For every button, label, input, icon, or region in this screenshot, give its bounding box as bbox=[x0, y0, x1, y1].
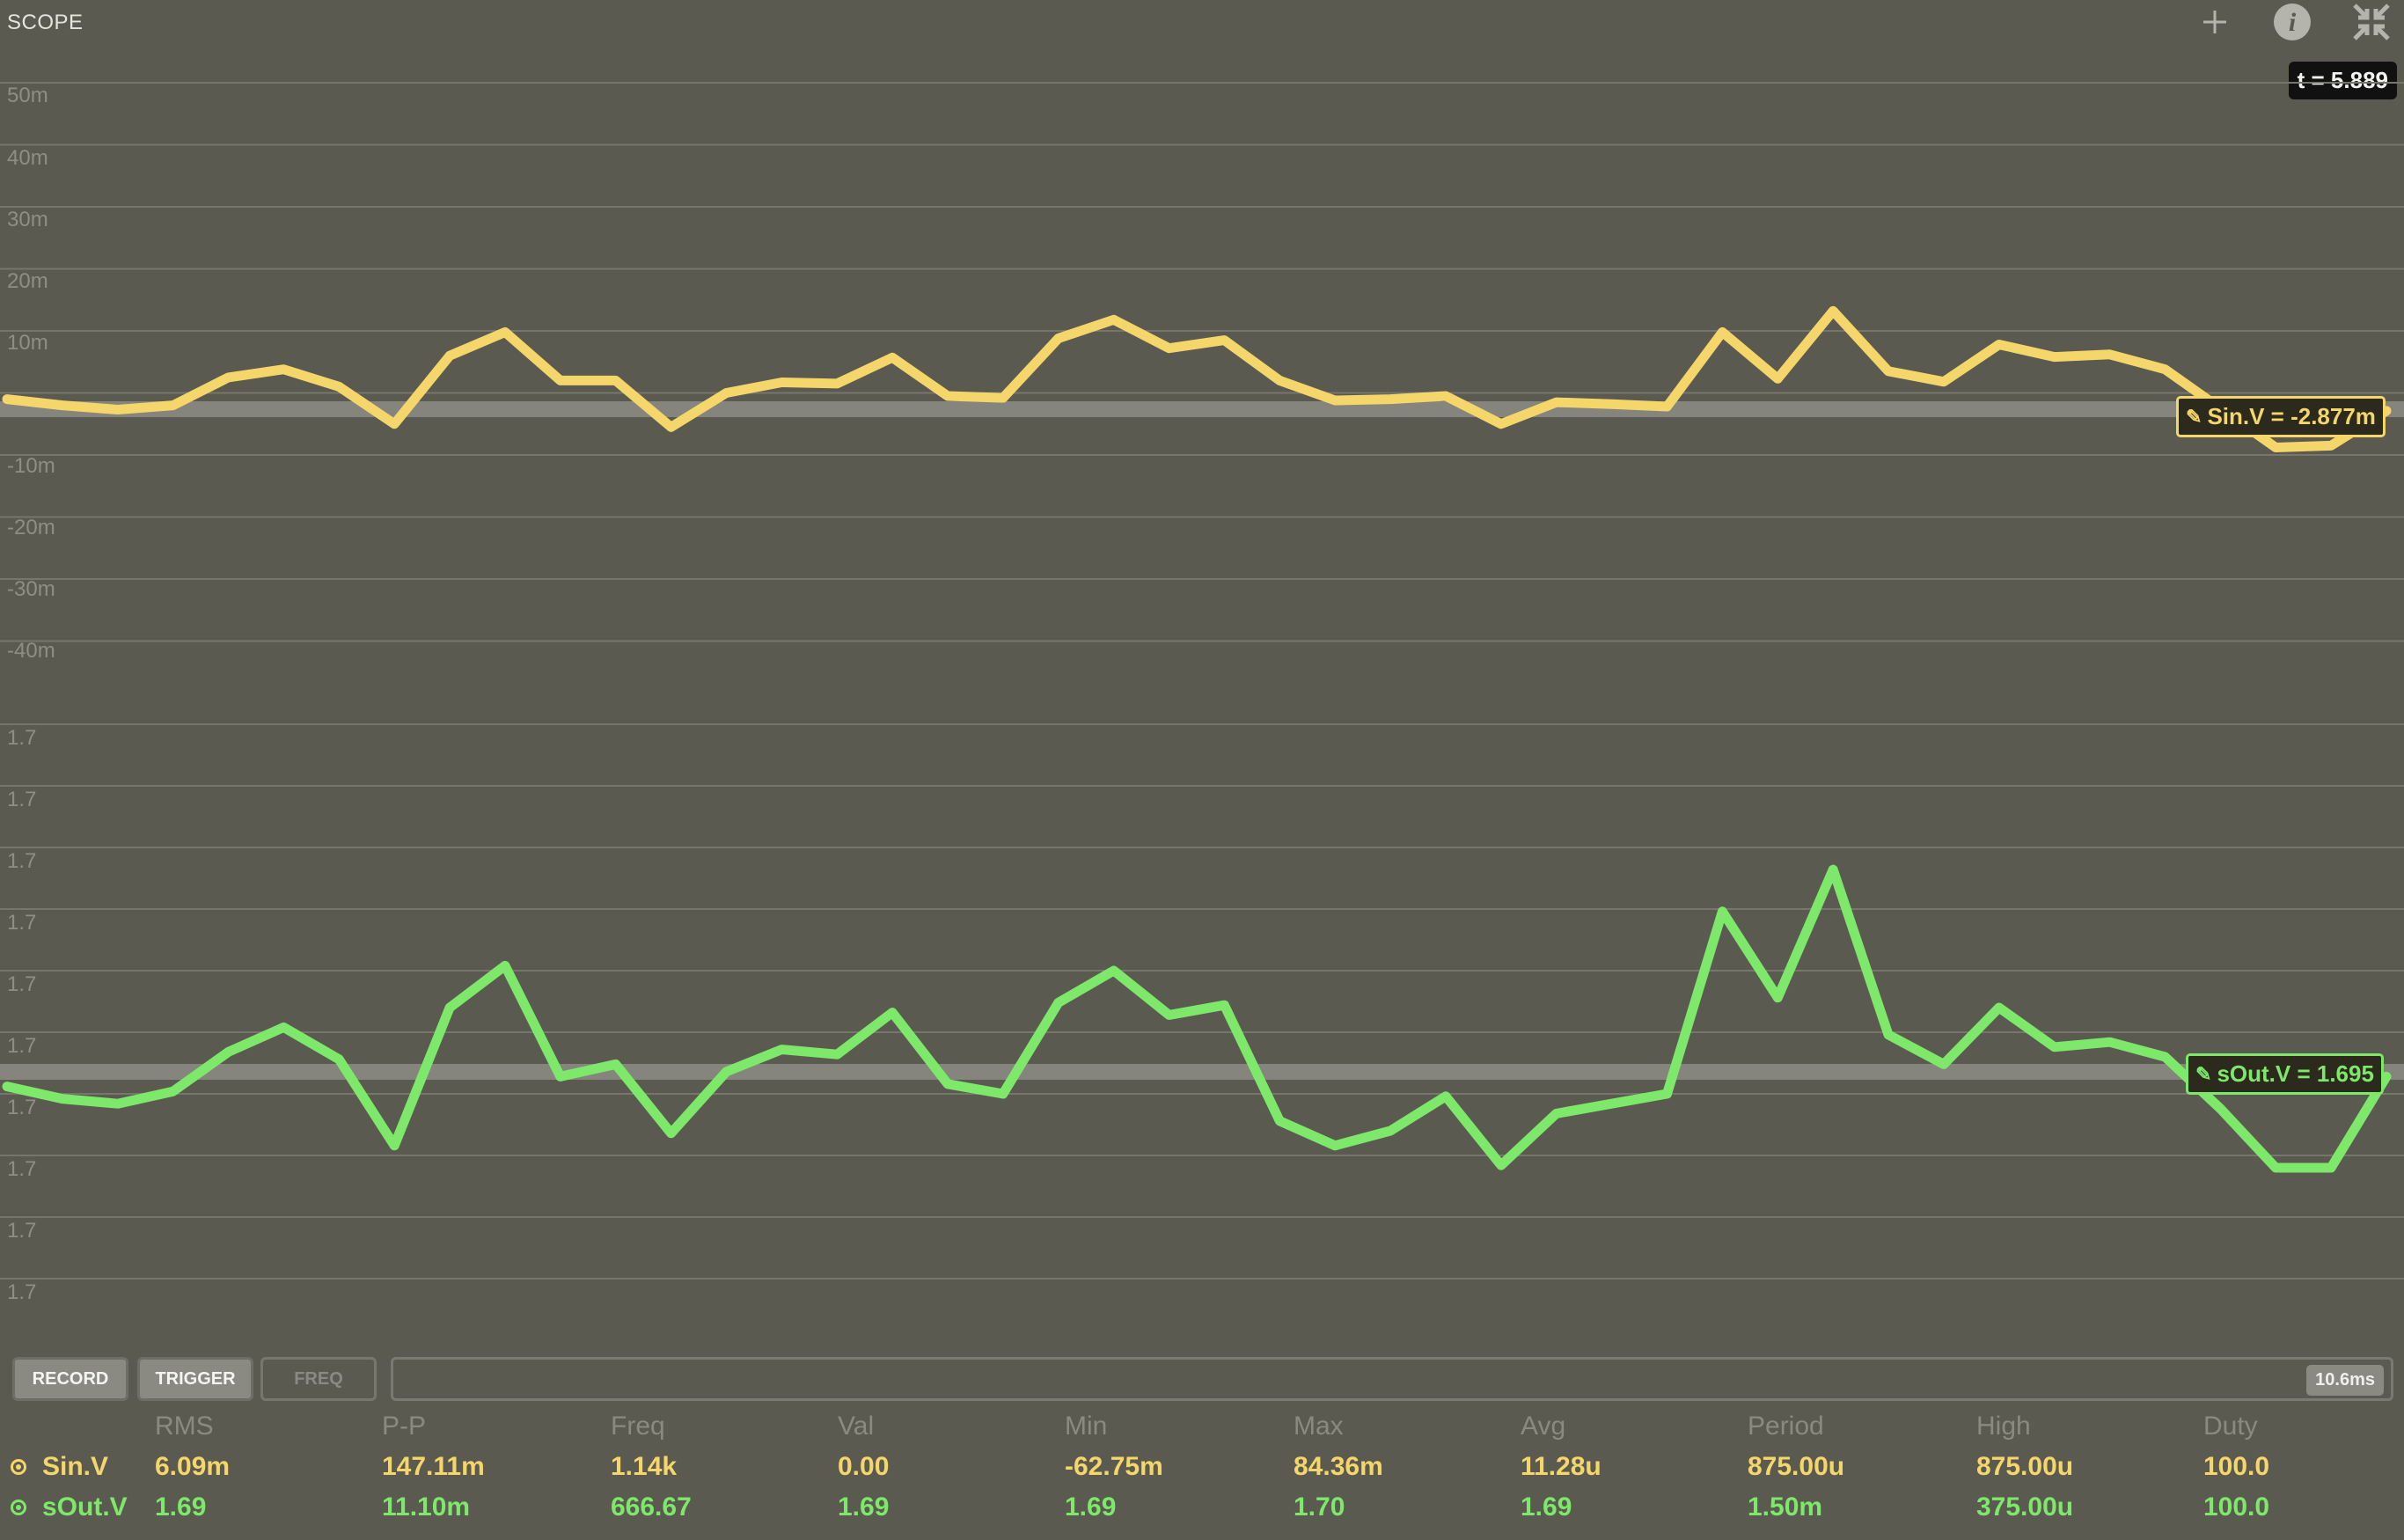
y-tick-label: -20m bbox=[7, 516, 55, 539]
stats-header: Max bbox=[1294, 1412, 1344, 1441]
stats-header: Min bbox=[1065, 1412, 1108, 1441]
y-tick-label: 1.7 bbox=[7, 849, 37, 873]
stats-header: Avg bbox=[1521, 1412, 1566, 1441]
y-tick-label: 20m bbox=[7, 269, 48, 293]
y-tick-label: 1.7 bbox=[7, 911, 37, 935]
y-tick-label: 1.7 bbox=[7, 788, 37, 811]
stats-value: -62.75m bbox=[1065, 1452, 1163, 1481]
y-tick-label: 50m bbox=[7, 84, 48, 107]
y-tick-label: 10m bbox=[7, 331, 48, 355]
stats-value: 666.67 bbox=[611, 1492, 692, 1522]
sout-marker-label: sOut.V = 1.695 bbox=[2217, 1060, 2374, 1087]
stats-header: Duty bbox=[2203, 1412, 2258, 1441]
collapse-button[interactable] bbox=[2349, 2, 2393, 46]
stats-value: 875.00u bbox=[1976, 1452, 2074, 1481]
timeline-scrubber[interactable]: 10.6ms bbox=[391, 1357, 2393, 1401]
y-tick-label: -10m bbox=[7, 454, 55, 478]
y-tick-label: -40m bbox=[7, 639, 55, 663]
stats-header: P-P bbox=[382, 1412, 427, 1441]
timescale-badge[interactable]: 10.6ms bbox=[2306, 1365, 2384, 1396]
y-tick-label: -30m bbox=[7, 577, 55, 601]
y-tick-label: 1.7 bbox=[7, 726, 37, 750]
stats-value: 1.69 bbox=[155, 1492, 207, 1522]
stats-header: Val bbox=[838, 1412, 875, 1441]
y-tick-label: 1.7 bbox=[7, 1096, 37, 1119]
stats-value: 147.11m bbox=[382, 1452, 485, 1481]
info-icon: i bbox=[2273, 3, 2312, 46]
sin-marker-label: Sin.V = -2.877m bbox=[2207, 403, 2376, 429]
y-tick-label: 40m bbox=[7, 146, 48, 170]
stats-value: 11.28u bbox=[1521, 1452, 1601, 1481]
channel-visibility-toggle[interactable] bbox=[11, 1500, 26, 1515]
channel-name[interactable]: Sin.V bbox=[42, 1452, 109, 1481]
y-tick-label: 1.7 bbox=[7, 1280, 37, 1304]
stats-value: 1.69 bbox=[1521, 1492, 1572, 1522]
y-tick-label: 30m bbox=[7, 208, 48, 231]
stats-value: 375.00u bbox=[1976, 1492, 2074, 1522]
stats-value: 100.0 bbox=[2203, 1492, 2270, 1522]
stats-header: Period bbox=[1748, 1412, 1824, 1441]
stats-value: 6.09m bbox=[155, 1452, 231, 1481]
sin-marker[interactable]: ✎ Sin.V = -2.877m bbox=[2176, 396, 2386, 437]
collapse-icon bbox=[2352, 3, 2391, 46]
trigger-button[interactable]: TRIGGER bbox=[137, 1357, 253, 1401]
pencil-icon: ✎ bbox=[2186, 405, 2202, 428]
stats-value: 84.36m bbox=[1294, 1452, 1383, 1481]
stats-header: High bbox=[1976, 1412, 2031, 1441]
sin-trace bbox=[2, 305, 2392, 452]
stats-value: 875.00u bbox=[1748, 1452, 1845, 1481]
time-readout: t = 5.889 bbox=[2288, 62, 2397, 99]
record-button[interactable]: RECORD bbox=[12, 1357, 128, 1401]
stats-header: RMS bbox=[155, 1412, 214, 1441]
info-button[interactable]: i bbox=[2270, 2, 2314, 46]
y-tick-label: 1.7 bbox=[7, 1219, 37, 1243]
stats-value: 11.10m bbox=[382, 1492, 471, 1522]
svg-text:i: i bbox=[2289, 8, 2297, 37]
add-button[interactable] bbox=[2193, 2, 2237, 46]
stats-value: 1.14k bbox=[611, 1452, 678, 1481]
stats-value: 0.00 bbox=[838, 1452, 890, 1481]
reference-level-band bbox=[0, 401, 2404, 417]
sout-marker[interactable]: ✎ sOut.V = 1.695 bbox=[2186, 1053, 2384, 1095]
freq-button[interactable]: FREQ bbox=[260, 1357, 377, 1401]
channel-visibility-toggle[interactable] bbox=[11, 1459, 26, 1475]
sout-trace bbox=[2, 864, 2392, 1173]
stats-value: 1.69 bbox=[1065, 1492, 1117, 1522]
y-tick-label: 1.7 bbox=[7, 1157, 37, 1181]
stats-header: Freq bbox=[611, 1412, 665, 1441]
stats-value: 1.69 bbox=[838, 1492, 890, 1522]
stats-value: 1.50m bbox=[1748, 1492, 1823, 1522]
scope-title: SCOPE bbox=[7, 11, 84, 34]
y-tick-label: 1.7 bbox=[7, 1034, 37, 1058]
channel-name[interactable]: sOut.V bbox=[42, 1492, 128, 1522]
stats-value: 100.0 bbox=[2203, 1452, 2270, 1481]
y-tick-label: 1.7 bbox=[7, 972, 37, 996]
stats-value: 1.70 bbox=[1294, 1492, 1345, 1522]
scope-plot[interactable] bbox=[0, 0, 2404, 1346]
reference-level-band bbox=[0, 1064, 2404, 1080]
plus-icon bbox=[2200, 7, 2230, 41]
pencil-icon: ✎ bbox=[2195, 1062, 2212, 1085]
